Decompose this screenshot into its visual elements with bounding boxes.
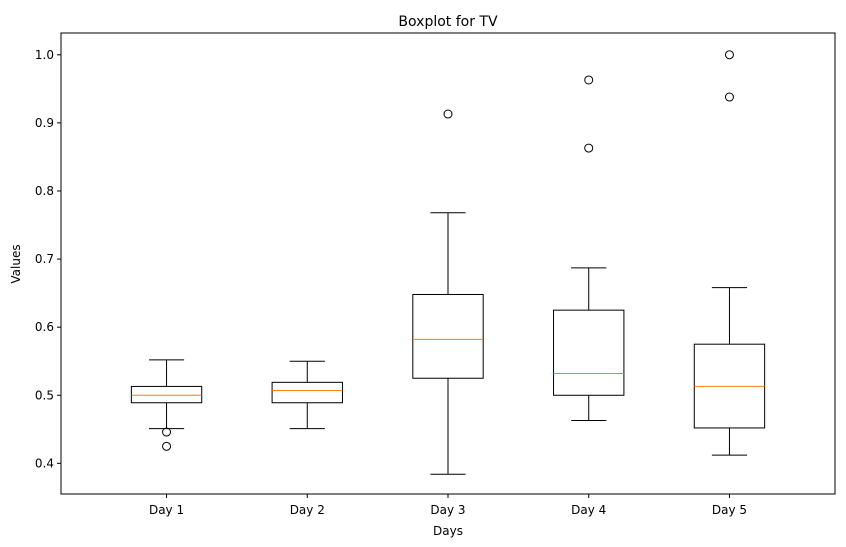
box — [412, 293, 484, 379]
x-tick-label: Day 1 — [149, 503, 184, 517]
y-tick-label: 1.0 — [35, 48, 54, 62]
outlier-point — [443, 109, 453, 119]
y-axis-label: Values — [9, 244, 23, 283]
outlier-point — [162, 427, 172, 437]
x-tick-label: Day 2 — [290, 503, 325, 517]
box — [553, 309, 625, 396]
y-tick-label: 0.8 — [35, 184, 54, 198]
outlier-point — [162, 441, 172, 451]
y-tick-label: 0.6 — [35, 320, 54, 334]
y-tick-label: 0.4 — [35, 456, 54, 470]
plot-area: 0.4 0.5 0.6 0.7 0.8 0.9 1.0 Day 1 Day 2 Day 3 Day … — [35, 32, 836, 517]
x-tick-label: Day 5 — [712, 503, 747, 517]
box — [271, 381, 343, 404]
chart-title: Boxplot for TV — [398, 14, 498, 30]
outlier-point — [724, 92, 734, 102]
x-axis-label: Days — [433, 524, 463, 538]
x-tick-label: Day 3 — [430, 503, 465, 517]
outlier-point — [584, 143, 594, 153]
x-tick-label: Day 4 — [571, 503, 606, 517]
outlier-point — [724, 50, 734, 60]
box — [130, 385, 203, 404]
y-tick-label: 0.5 — [35, 388, 54, 402]
y-tick-label: 0.9 — [35, 116, 54, 130]
y-tick-label: 0.7 — [35, 252, 54, 266]
outlier-point — [584, 75, 594, 85]
